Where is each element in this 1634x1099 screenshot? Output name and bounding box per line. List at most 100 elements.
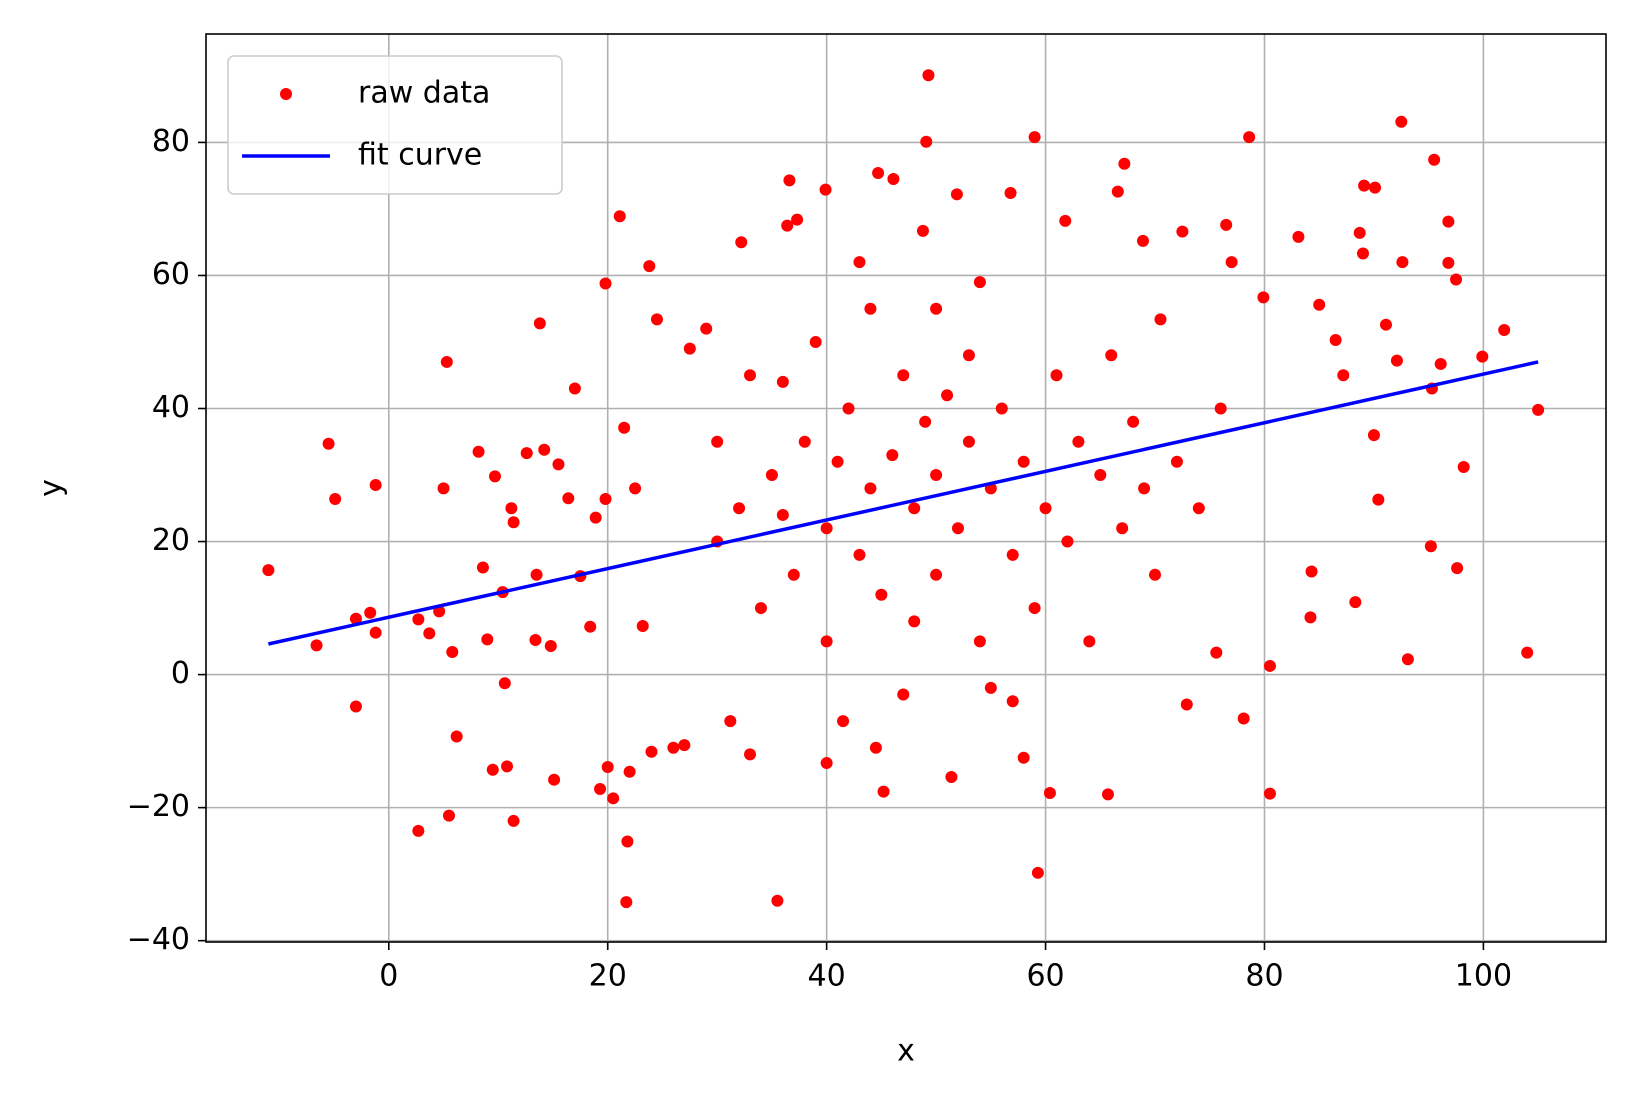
data-point <box>1225 256 1238 269</box>
data-point <box>875 588 888 601</box>
data-point <box>1337 369 1350 382</box>
data-point <box>1356 247 1369 260</box>
data-point <box>486 763 499 776</box>
data-point <box>544 639 557 652</box>
data-point <box>864 302 877 315</box>
data-point <box>724 715 737 728</box>
data-point <box>781 219 794 232</box>
data-point <box>1457 461 1470 474</box>
data-point <box>864 482 877 495</box>
data-point <box>1101 788 1114 801</box>
data-point <box>1532 403 1545 416</box>
data-point <box>853 548 866 561</box>
data-point <box>897 369 910 382</box>
data-point <box>450 730 463 743</box>
data-point <box>930 302 943 315</box>
data-point <box>601 761 614 774</box>
data-point <box>1176 225 1189 238</box>
x-tick-label: 80 <box>1245 959 1283 994</box>
data-point <box>1243 131 1256 144</box>
data-point <box>1006 548 1019 561</box>
data-point <box>1237 712 1250 725</box>
y-tick-label: −40 <box>127 922 190 957</box>
data-point <box>618 421 631 434</box>
data-point <box>498 677 511 690</box>
data-point <box>310 639 323 652</box>
data-point <box>984 681 997 694</box>
data-point <box>1039 502 1052 515</box>
data-point <box>683 342 696 355</box>
data-point <box>919 415 932 428</box>
legend-marker <box>280 88 292 100</box>
data-point <box>819 183 832 196</box>
data-point <box>916 224 929 237</box>
data-point <box>853 256 866 269</box>
data-point <box>1521 646 1534 659</box>
data-point <box>887 173 900 186</box>
data-point <box>1313 298 1326 311</box>
y-tick-label: 60 <box>152 257 190 292</box>
data-point <box>920 135 933 148</box>
data-point <box>1263 659 1276 672</box>
data-point <box>820 757 833 770</box>
data-point <box>1170 455 1183 468</box>
data-point <box>798 435 811 448</box>
data-point <box>440 355 453 368</box>
data-point <box>1498 324 1511 337</box>
data-point <box>872 167 885 180</box>
data-point <box>1118 157 1131 170</box>
data-point <box>520 447 533 460</box>
data-point <box>1043 786 1056 799</box>
legend-box <box>227 55 563 195</box>
data-point <box>1017 751 1030 764</box>
x-tick-label: 0 <box>379 959 398 994</box>
data-point <box>329 492 342 505</box>
data-point <box>643 260 656 273</box>
data-point <box>507 516 520 529</box>
data-point <box>1028 602 1041 615</box>
data-point <box>1031 866 1044 879</box>
data-point <box>783 174 796 187</box>
data-point <box>568 382 581 395</box>
data-point <box>1396 256 1409 269</box>
data-point <box>877 785 890 798</box>
data-point <box>1154 313 1167 326</box>
data-point <box>820 635 833 648</box>
data-point <box>1257 291 1270 304</box>
data-point <box>645 745 658 758</box>
data-point <box>667 741 680 754</box>
data-point <box>589 511 602 524</box>
data-point <box>1127 415 1140 428</box>
data-point <box>562 492 575 505</box>
y-axis-label: y <box>34 479 69 497</box>
data-point <box>412 824 425 837</box>
data-point <box>809 335 822 348</box>
data-point <box>620 896 633 909</box>
data-point <box>831 455 844 468</box>
data-point <box>505 502 518 515</box>
data-point <box>950 188 963 201</box>
data-point <box>607 792 620 805</box>
data-point <box>650 313 663 326</box>
data-point <box>820 522 833 535</box>
data-point <box>629 482 642 495</box>
data-point <box>1442 256 1455 269</box>
data-point <box>613 210 626 223</box>
data-point <box>941 389 954 402</box>
data-point <box>754 602 767 615</box>
data-point <box>930 469 943 482</box>
data-point <box>488 470 501 483</box>
data-point <box>599 277 612 290</box>
data-point <box>1094 469 1107 482</box>
data-point <box>1434 357 1447 370</box>
data-point <box>584 620 597 633</box>
data-point <box>945 771 958 784</box>
x-tick-label: 100 <box>1455 959 1512 994</box>
data-point <box>369 479 382 492</box>
data-point <box>262 564 275 577</box>
y-tick-label: 20 <box>152 523 190 558</box>
data-point <box>501 760 514 773</box>
data-point <box>529 633 542 646</box>
data-point <box>1263 787 1276 800</box>
data-point <box>1450 273 1463 286</box>
